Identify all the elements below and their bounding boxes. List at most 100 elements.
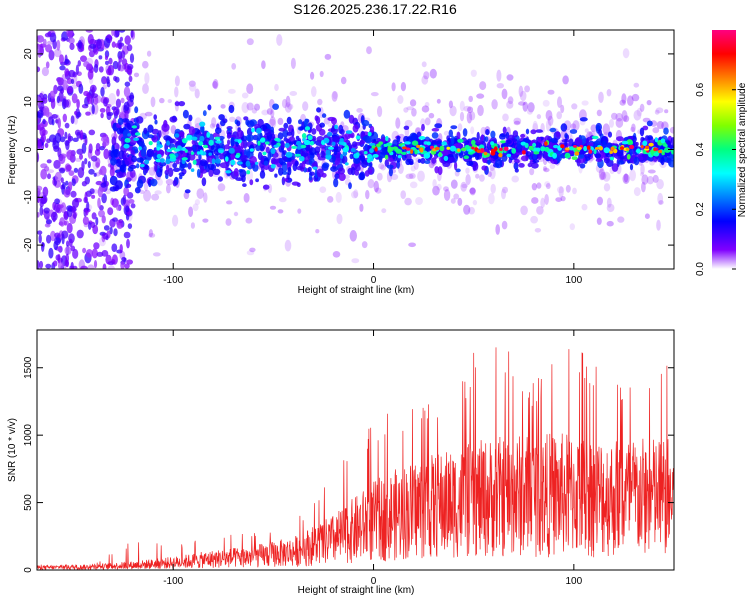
spectrogram-cell: [564, 133, 568, 139]
spectrogram-cell: [169, 154, 177, 159]
spectrogram-cell: [111, 254, 118, 265]
spectrogram-cell: [417, 170, 425, 182]
spectrogram-cell: [314, 115, 319, 122]
spectrogram-cell: [335, 191, 342, 203]
spectrogram-cell: [461, 147, 467, 152]
snr-x-tick-label: -100: [163, 576, 183, 587]
spectrogram-cell: [37, 152, 40, 163]
spectrogram-cell: [627, 135, 634, 140]
spectrogram-cell: [230, 159, 236, 166]
spectrogram-cell: [603, 147, 610, 154]
spectrogram-cell: [400, 151, 407, 155]
spectrogram-cell: [621, 110, 628, 122]
spectrogram-cell: [120, 261, 125, 269]
spectrogram-cell: [374, 146, 378, 152]
spectrogram-cell: [475, 173, 480, 179]
spectrogram-cell: [366, 137, 372, 143]
spectrogram-cell: [88, 365, 96, 375]
colorbar-tick-label: 0.6: [695, 82, 706, 96]
spectrogram-cell: [154, 119, 158, 125]
spectrogram-cell: [655, 107, 664, 114]
spectrogram-cell: [355, 135, 361, 140]
spectrogram-cell: [93, 63, 99, 73]
spectrogram-cell: [88, 129, 96, 136]
spectrogram-cell: [58, 204, 64, 209]
spectrogram-cell: [544, 181, 551, 188]
spectrogram-cell: [65, 282, 70, 293]
spectrogram-cell: [130, 203, 136, 209]
spectrogram-cell: [516, 140, 522, 150]
spectrogram-cell: [644, 213, 650, 219]
spectrogram-cell: [501, 220, 508, 230]
spectrogram-cell: [62, 99, 70, 108]
spectrogram-cell: [241, 174, 246, 183]
spectrogram-cell: [496, 69, 502, 82]
spectrogram-cell: [361, 241, 368, 249]
spectrogram-cell: [37, 96, 42, 106]
spectrogram-cell: [344, 162, 349, 166]
spectrogram-cell: [113, 148, 120, 158]
spectrogram-cell: [236, 120, 241, 127]
spectrogram-cell: [364, 170, 370, 177]
spectrogram-cell: [463, 105, 472, 112]
spectrogram-cell: [457, 148, 461, 152]
spectrogram-cell: [226, 200, 233, 205]
spectrogram-cell: [454, 161, 458, 171]
spectrogram-cell: [82, 247, 87, 254]
spectrogram-cell: [353, 189, 359, 199]
spectrogram-cell: [150, 178, 158, 187]
spectrogram-cell: [446, 146, 451, 150]
spectrogram-cell: [124, 263, 130, 269]
spectrogram-cell: [68, 238, 73, 247]
spectrogram-cell: [520, 133, 526, 138]
spectrogram-cell: [217, 176, 223, 182]
spectrogram-cell: [480, 126, 487, 136]
spectrogram-cell: [37, 260, 40, 269]
spectrogram-cell: [549, 163, 556, 170]
spectrogram-cell: [138, 146, 142, 151]
spectrogram-cell: [443, 189, 451, 201]
spectrogram-cell: [109, 186, 117, 192]
spectrogram-cell: [85, 30, 93, 33]
spectrogram-cell: [337, 167, 345, 175]
spectrogram-cell: [89, 279, 96, 289]
spectrogram-cell: [367, 162, 373, 167]
spectrogram-cell: [661, 152, 665, 156]
spectrogram-cell: [266, 108, 273, 115]
spectrogram-cell: [530, 215, 538, 224]
spectrogram-cell: [110, 157, 117, 166]
spectrogram-cell: [64, 246, 72, 255]
spectrogram-cell: [140, 147, 147, 158]
spectrogram-cell: [108, 57, 113, 65]
spectrogram-cell: [206, 131, 211, 138]
spectrogram-cell: [98, 66, 104, 73]
spectrogram-cell: [98, 169, 103, 175]
spectrogram-cell: [670, 137, 674, 145]
spectrogram-cell: [174, 86, 179, 98]
spectrogram-cell: [569, 223, 575, 231]
spectrogram-cell: [270, 109, 275, 118]
spectrogram-cell: [531, 162, 539, 169]
spectrogram-cell: [654, 137, 659, 143]
spectrogram-cell: [609, 119, 614, 128]
spectrogram-cell: [210, 144, 215, 151]
spectrogram-cell: [287, 103, 294, 110]
spectrogram-cell: [325, 149, 331, 156]
spectrogram-cell: [73, 167, 79, 173]
spectrogram-x-tick-label: 100: [565, 275, 582, 286]
spectrogram-cell: [351, 258, 360, 264]
spectrogram-cell: [556, 186, 565, 194]
spectrogram-cell: [419, 147, 424, 153]
spectrogram-cell: [68, 181, 73, 192]
spectrogram-cell: [535, 141, 540, 150]
spectrogram-cell: [476, 149, 481, 153]
spectrogram-cell: [461, 183, 468, 189]
spectrogram-cell: [652, 127, 660, 134]
spectrogram-cell: [450, 125, 458, 130]
spectrogram-cell: [332, 251, 341, 258]
spectrogram-cell: [590, 124, 598, 133]
spectrogram-cell: [184, 189, 191, 194]
spectrogram-cell: [387, 147, 392, 153]
spectrogram-cell: [88, 168, 95, 175]
spectrogram-cell: [246, 102, 254, 111]
